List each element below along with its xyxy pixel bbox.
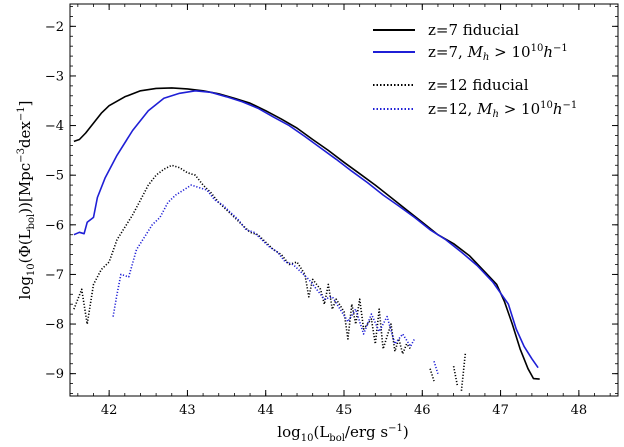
plot-frame	[69, 3, 619, 397]
legend-label-z12-fiducial: z=12 fiducial	[428, 76, 529, 94]
x-tick-label: 47	[492, 403, 509, 418]
series-line-3-1	[433, 361, 439, 374]
legend: z=7 fiducial z=7, Mh > 1010h−1 z=12 fidu…	[373, 21, 577, 120]
y-axis-label: log10(Φ(Lbol))[Mpc−3dex−1]	[16, 101, 37, 300]
x-tick-label: 45	[336, 403, 353, 418]
x-tick-label: 44	[257, 403, 274, 418]
series-line-1-0	[73, 90, 539, 369]
series-line-2-3	[460, 353, 467, 392]
series-line-2-2	[452, 366, 459, 387]
series-line-2-0	[73, 164, 412, 355]
legend-label-z7-massive: z=7, Mh > 1010h−1	[428, 43, 568, 63]
legend-label-z12-massive: z=12, Mh > 1010h−1	[428, 100, 577, 120]
series-z-7-fiducial	[73, 87, 540, 380]
series-layer	[73, 87, 540, 392]
series-z-12-m-h-10-10-h-1	[112, 184, 439, 374]
x-tick-label: 42	[101, 403, 118, 418]
series-line-0-0	[73, 87, 540, 380]
legend-label-z7-fiducial: z=7 fiducial	[428, 21, 519, 39]
x-tick-label: 43	[179, 403, 196, 418]
series-z-7-m-h-10-10-h-1	[73, 90, 539, 369]
y-tick-label: −8	[45, 318, 64, 333]
y-tick-label: −9	[45, 367, 64, 382]
y-tick-label: −2	[45, 20, 64, 35]
x-tick-label: 46	[414, 403, 431, 418]
series-line-2-1	[429, 368, 435, 382]
y-tick-label: −4	[45, 119, 64, 134]
series-z-12-fiducial	[73, 164, 467, 392]
y-tick-label: −7	[45, 268, 64, 283]
y-tick-label: −3	[45, 69, 64, 84]
x-tick-label: 48	[571, 403, 588, 418]
y-tick-label: −6	[45, 218, 64, 233]
y-tick-label: −5	[45, 169, 64, 184]
ticks-layer: 42 43 44 45 46 47 48 −2 −3 −4 −5 −6 −7 −8 −9	[45, 4, 618, 418]
x-axis-label: log10(Lbol/erg s−1)	[277, 423, 408, 444]
